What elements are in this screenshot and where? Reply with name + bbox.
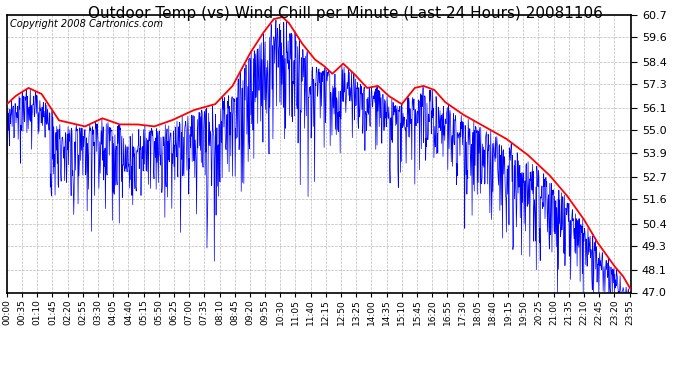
Text: Outdoor Temp (vs) Wind Chill per Minute (Last 24 Hours) 20081106: Outdoor Temp (vs) Wind Chill per Minute … <box>88 6 602 21</box>
Text: Copyright 2008 Cartronics.com: Copyright 2008 Cartronics.com <box>10 19 163 29</box>
